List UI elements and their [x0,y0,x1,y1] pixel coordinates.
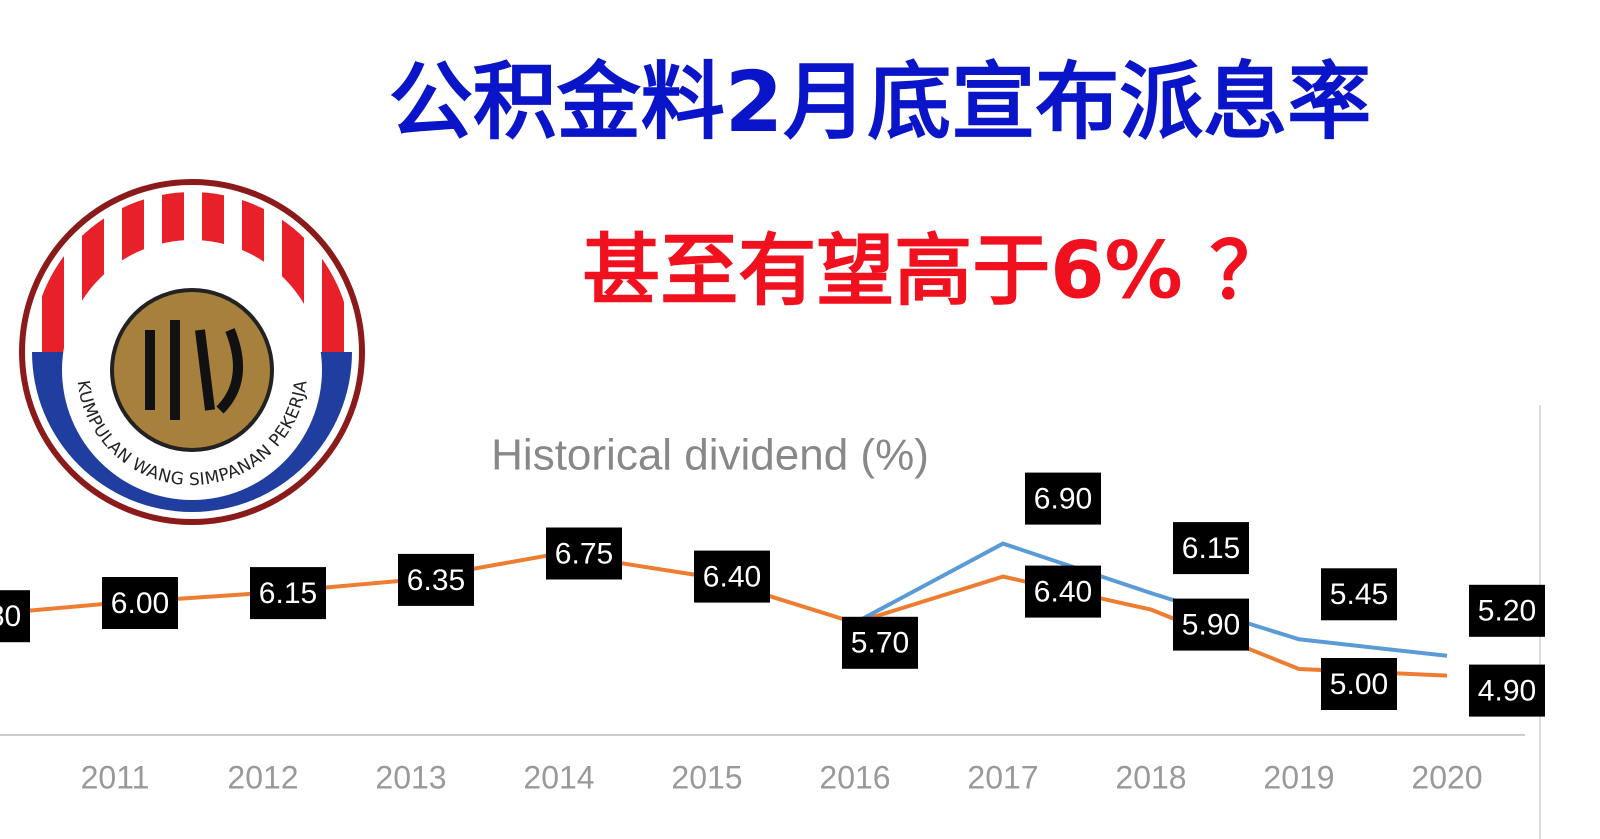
value-label-box [1469,664,1545,717]
x-tick-label: 2018 [1115,759,1186,795]
value-label: 6.40 [1034,576,1092,609]
value-label-box [1321,658,1397,710]
value-label: 6.40 [703,561,761,594]
value-label: 5.70 [851,627,909,660]
x-tick-label: 2014 [523,759,594,795]
value-label: 6.35 [407,564,465,597]
value-label-box [1173,522,1249,575]
x-tick-label: 2020 [1411,759,1482,795]
x-tick-label: 2013 [375,759,446,795]
headline: 公积金料2月底宣布派息率 [389,53,1371,151]
x-tick-label: 2019 [1263,759,1334,795]
value-label-box [694,550,770,603]
value-label: 5.90 [1182,609,1240,642]
x-tick-label: 2017 [967,759,1038,795]
value-label: 6.15 [259,577,317,610]
value-label-box [842,616,918,669]
value-label: 6.75 [555,537,613,570]
logo: KUMPULAN WANG SIMPANAN PEKERJA [19,179,365,525]
value-label: 5.80 [0,600,21,633]
value-label-box [250,567,326,620]
value-label: 6.90 [1034,483,1092,516]
value-label-box [1025,565,1101,618]
value-label-box [0,590,30,643]
subheadline: 甚至有望高于6% ？ [582,226,1288,316]
x-tick-label: 2016 [819,759,890,795]
chart-title: Historical dividend (%) [491,431,929,480]
line-series [854,541,1448,658]
value-label: 4.90 [1478,675,1536,708]
value-label: 6.00 [111,587,169,620]
value-label-box [1469,584,1545,637]
x-tick-label: 2011 [81,759,150,795]
value-label-box [102,577,178,629]
value-label: 5.45 [1330,578,1388,611]
x-tick-label: 2012 [227,759,298,795]
value-label-box [1025,472,1101,525]
value-label: 5.00 [1330,668,1388,701]
value-label-box [1173,598,1249,651]
value-label: 5.20 [1478,595,1536,628]
x-tick-label: 2015 [671,759,742,795]
value-label-box [546,527,622,580]
value-label-box [1321,568,1397,621]
value-label: 6.15 [1182,532,1240,565]
value-label-box [398,553,474,606]
